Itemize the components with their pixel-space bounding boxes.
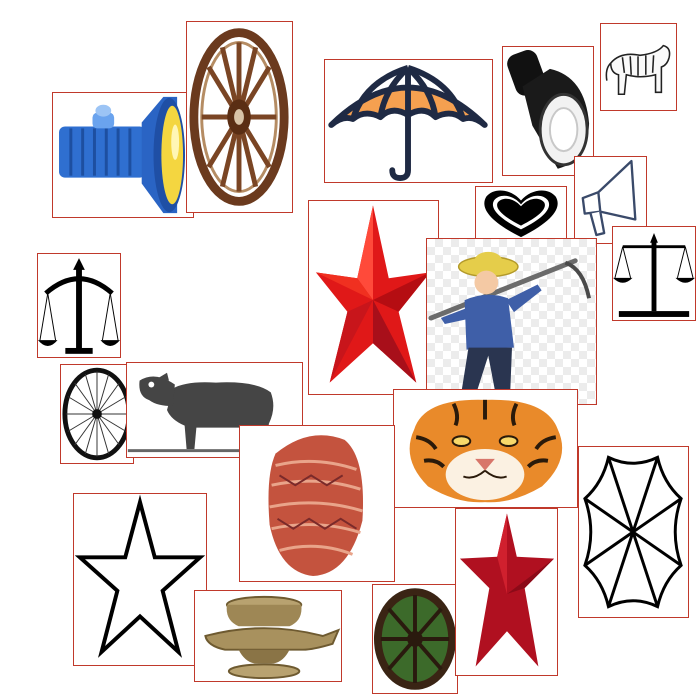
- cap-tile[interactable]: [239, 425, 395, 582]
- torch-icon: [59, 96, 185, 214]
- wooden-wheel-tile[interactable]: [372, 584, 458, 694]
- tiger-head-icon: [409, 399, 563, 503]
- sheep-tile[interactable]: [126, 362, 303, 458]
- tiger-sketch-icon: [605, 44, 671, 96]
- cap-icon: [268, 435, 364, 577]
- bicycle-wheel-icon: [62, 367, 132, 461]
- flashlight-icon: [507, 50, 590, 169]
- umbrella-frame-tile[interactable]: [578, 446, 689, 618]
- oil-lamp-icon: [204, 595, 341, 680]
- tiger-head-tile[interactable]: [393, 389, 578, 508]
- scales-bow-tile[interactable]: [37, 253, 121, 358]
- heart-icon: [484, 190, 558, 238]
- wooden-wheel-icon: [373, 588, 457, 690]
- sheep-icon: [127, 372, 302, 453]
- umbrella-tile[interactable]: [324, 59, 493, 183]
- farmer-icon: [428, 251, 591, 400]
- dark-red-star-tile[interactable]: [455, 508, 558, 676]
- heart-tile[interactable]: [475, 186, 567, 242]
- cart-wheel-icon: [189, 28, 289, 206]
- dark-red-star-icon: [459, 513, 555, 667]
- torch-tile[interactable]: [52, 92, 194, 218]
- umbrella-frame-icon: [583, 455, 683, 609]
- balance-scale-tile[interactable]: [612, 226, 696, 321]
- red-star-tile[interactable]: [308, 200, 439, 395]
- farmer-tile[interactable]: [426, 238, 597, 405]
- outline-star-tile[interactable]: [73, 493, 207, 666]
- flashlight-tile[interactable]: [502, 46, 594, 176]
- megaphone-tile[interactable]: [574, 156, 647, 244]
- bicycle-wheel-tile[interactable]: [60, 364, 134, 464]
- outline-star-icon: [74, 494, 206, 658]
- balance-scale-icon: [613, 232, 695, 317]
- tiger-sketch-tile[interactable]: [600, 23, 677, 111]
- scales-bow-icon: [38, 258, 120, 354]
- red-star-icon: [315, 205, 431, 383]
- megaphone-icon: [581, 159, 637, 237]
- oil-lamp-tile[interactable]: [194, 590, 342, 682]
- umbrella-icon: [328, 65, 488, 182]
- cart-wheel-tile[interactable]: [186, 21, 293, 213]
